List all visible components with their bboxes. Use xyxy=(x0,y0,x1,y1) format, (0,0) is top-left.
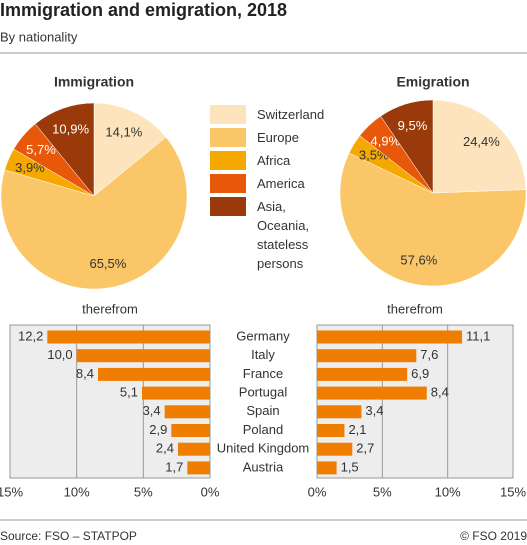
pie-value-label: 14,1% xyxy=(105,124,142,139)
legend-item: Switzerland xyxy=(210,105,335,124)
legend-label: Switzerland xyxy=(257,107,325,122)
legend-label: Asia, Oceania, stateless persons xyxy=(257,199,310,271)
pie-value-label: 24,4% xyxy=(463,134,500,149)
bar xyxy=(317,461,337,475)
bar-value-label: 1,5 xyxy=(341,459,359,474)
legend-label: America xyxy=(257,176,305,191)
bar xyxy=(317,442,353,456)
pie-title: Emigration xyxy=(396,74,469,90)
bar-value-label: 7,6 xyxy=(420,347,438,362)
x-tick-label: 5% xyxy=(373,484,392,499)
x-tick-label: 10% xyxy=(64,484,90,499)
bar xyxy=(187,461,210,475)
bar-value-label: 6,9 xyxy=(411,366,429,381)
pie-value-label: 3,9% xyxy=(15,160,45,175)
pie-value-label: 9,5% xyxy=(398,118,428,133)
pie-title: Immigration xyxy=(54,74,134,90)
bar-value-label: 2,9 xyxy=(149,422,167,437)
x-tick-label: 5% xyxy=(134,484,153,499)
legend-label: Africa xyxy=(257,153,291,168)
pie-slice xyxy=(432,99,527,194)
bar-value-label: 3,4 xyxy=(143,403,161,418)
bar xyxy=(317,386,427,400)
x-tick-label: 15% xyxy=(500,484,526,499)
panel-title: therefrom xyxy=(387,301,443,316)
bar-value-label: 2,1 xyxy=(348,422,366,437)
bar xyxy=(317,367,408,381)
pie-value-label: 10,9% xyxy=(52,122,89,137)
category-label: Germany xyxy=(236,328,290,343)
bar xyxy=(47,330,211,344)
bar-value-label: 1,7 xyxy=(165,459,183,474)
pie-slice xyxy=(34,102,95,197)
bar-value-label: 11,1 xyxy=(466,328,490,343)
category-label: Poland xyxy=(243,422,283,437)
pie-slice xyxy=(380,99,434,194)
bar xyxy=(98,367,210,381)
bar xyxy=(317,405,362,419)
category-label: Italy xyxy=(251,347,275,362)
bar-value-label: 2,7 xyxy=(356,441,374,456)
legend-swatch xyxy=(210,174,246,193)
category-label: Austria xyxy=(243,459,284,474)
bar xyxy=(178,442,210,456)
bar xyxy=(317,424,345,437)
pie-value-label: 4,9% xyxy=(371,133,401,148)
bar-value-label: 8,4 xyxy=(76,366,94,381)
x-tick-label: 15% xyxy=(0,484,23,499)
legend: Switzerland Europe Africa America Asia, Ocea… xyxy=(210,105,335,277)
legend-item: Europe xyxy=(210,128,335,147)
pie-slice xyxy=(93,102,167,197)
pie-value-label: 57,6% xyxy=(400,253,437,268)
source: Source: FSO – STATPOP xyxy=(0,529,137,543)
category-label: Spain xyxy=(246,403,279,418)
title: Immigration and emigration, 2018 xyxy=(0,0,287,20)
x-tick-label: 0% xyxy=(308,484,327,499)
pie-value-label: 5,7% xyxy=(26,142,56,157)
bar xyxy=(317,349,417,363)
bar xyxy=(171,424,210,437)
category-label: United Kingdom xyxy=(217,441,310,456)
bar xyxy=(76,349,211,363)
pie-value-label: 65,5% xyxy=(89,256,126,271)
legend-swatch xyxy=(210,197,246,216)
panel-title: therefrom xyxy=(82,301,138,316)
legend-label: Europe xyxy=(257,130,299,145)
bar-value-label: 10,0 xyxy=(47,347,72,362)
bar-value-label: 2,4 xyxy=(156,441,174,456)
pie-slice xyxy=(0,136,188,290)
category-label: Portugal xyxy=(239,385,288,400)
legend-item: Africa xyxy=(210,151,335,170)
legend-item: America xyxy=(210,174,335,193)
subtitle: By nationality xyxy=(0,29,78,44)
bar xyxy=(317,330,463,344)
x-tick-label: 10% xyxy=(435,484,461,499)
legend-item: Asia, Oceania, stateless persons xyxy=(210,197,335,273)
bar-value-label: 5,1 xyxy=(120,385,138,400)
bar-value-label: 8,4 xyxy=(431,385,449,400)
x-tick-label: 0% xyxy=(201,484,220,499)
legend-swatch xyxy=(210,128,246,147)
pie-slice xyxy=(339,152,527,287)
bar-value-label: 3,4 xyxy=(365,403,383,418)
bar xyxy=(164,405,210,419)
category-label: France xyxy=(243,366,283,381)
bar xyxy=(142,386,210,400)
bar-value-label: 12,2 xyxy=(18,328,43,343)
legend-swatch xyxy=(210,105,246,124)
copyright: © FSO 2019 xyxy=(460,529,527,543)
legend-swatch xyxy=(210,151,246,170)
